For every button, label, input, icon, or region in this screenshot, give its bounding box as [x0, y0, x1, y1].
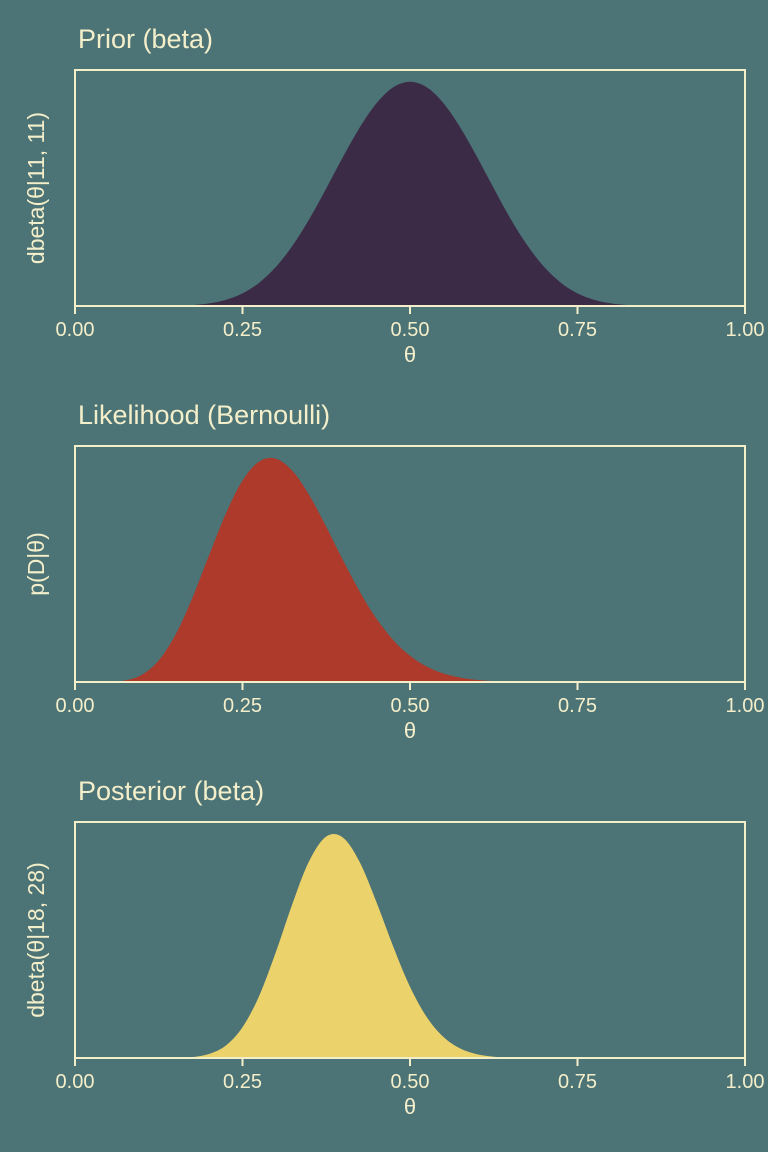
- posterior-plot-area: 0.00 0.25 0.50 0.75 1.00: [56, 821, 765, 1093]
- prior-panel-title: Prior (beta): [78, 24, 213, 54]
- likelihood-panel-title: Likelihood (Bernoulli): [78, 400, 330, 430]
- x-tick-label: 0.75: [558, 1071, 597, 1093]
- density-area: [75, 457, 745, 682]
- x-tick-label: 1.00: [726, 695, 765, 717]
- x-tick-label: 0.50: [391, 695, 430, 717]
- x-tick-label: 0.25: [223, 1071, 262, 1093]
- likelihood-x-axis-label: θ: [404, 718, 416, 743]
- x-tick-label: 0.25: [223, 695, 262, 717]
- likelihood-y-axis-label: p(D|θ): [23, 532, 49, 596]
- likelihood-plot-area: 0.00 0.25 0.50 0.75 1.00: [56, 445, 765, 717]
- density-area: [75, 833, 745, 1058]
- x-tick-label: 0.25: [223, 319, 262, 341]
- prior-x-axis-label: θ: [404, 342, 416, 367]
- posterior-panel-title: Posterior (beta): [78, 776, 264, 806]
- x-tick-label: 0.00: [56, 319, 95, 341]
- posterior-panel: Posterior (beta) dbeta(θ|18, 28) 0.00 0.2…: [23, 776, 765, 1119]
- x-tick-label: 0.75: [558, 319, 597, 341]
- density-area: [75, 81, 745, 306]
- prior-panel: Prior (beta) dbeta(θ|11, 11) 0.00 0.25 0.5…: [23, 24, 765, 367]
- likelihood-panel: Likelihood (Bernoulli) p(D|θ) 0.00 0.25 0.…: [23, 400, 765, 743]
- x-tick-label: 0.50: [391, 319, 430, 341]
- x-tick-label: 1.00: [726, 319, 765, 341]
- posterior-x-axis-label: θ: [404, 1094, 416, 1119]
- posterior-y-axis-label: dbeta(θ|18, 28): [23, 862, 49, 1018]
- x-tick-label: 1.00: [726, 1071, 765, 1093]
- prior-plot-area: 0.00 0.25 0.50 0.75 1.00: [56, 69, 765, 341]
- x-tick-label: 0.00: [56, 695, 95, 717]
- prior-y-axis-label: dbeta(θ|11, 11): [23, 112, 49, 264]
- x-tick-label: 0.50: [391, 1071, 430, 1093]
- x-tick-label: 0.75: [558, 695, 597, 717]
- x-tick-label: 0.00: [56, 1071, 95, 1093]
